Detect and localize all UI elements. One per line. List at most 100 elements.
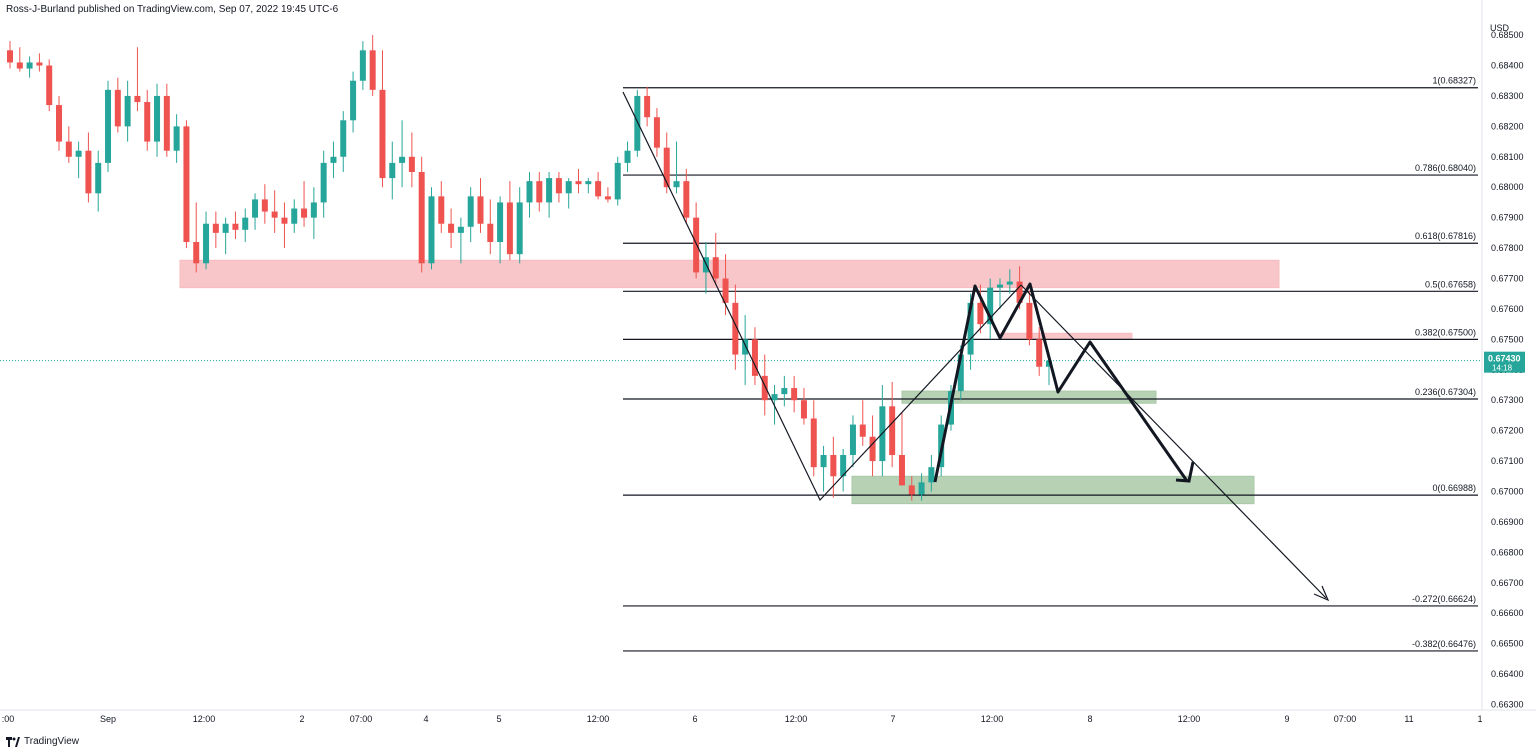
candle-body — [36, 62, 43, 66]
candle-body — [859, 424, 866, 437]
y-tick-label: 0.67600 — [1491, 304, 1524, 314]
candle-body — [399, 156, 406, 163]
currency-label: USD — [1490, 23, 1510, 33]
candle — [849, 415, 856, 468]
projection-arrowhead — [1313, 585, 1330, 602]
x-tick-label: 11 — [1404, 714, 1413, 724]
candle-body — [889, 406, 896, 455]
candle — [399, 120, 406, 188]
candle-body — [418, 172, 425, 264]
fib-levels-layer: 1(0.68327) 0.786(0.68040) 0.618(0.67816) 0.… — [0, 76, 1482, 652]
candle-body — [497, 202, 504, 242]
x-tick-label: 12:00 — [1178, 714, 1201, 724]
candle — [575, 168, 582, 194]
candle — [526, 172, 533, 218]
fib-label: 0.236(0.67304) — [1415, 387, 1476, 397]
candle-body — [359, 50, 366, 81]
candle-body — [830, 454, 837, 477]
candle — [320, 150, 327, 218]
candle — [438, 181, 445, 233]
candle — [330, 141, 337, 179]
x-tick-label: :00 — [2, 714, 15, 724]
candle-body — [849, 424, 856, 455]
x-tick-label: 8 — [1087, 714, 1092, 724]
candle — [908, 476, 915, 501]
candle — [1006, 269, 1013, 294]
candle — [75, 141, 82, 179]
candle — [418, 156, 425, 273]
candle — [144, 89, 151, 151]
candle-body — [75, 150, 82, 157]
y-tick-label: 0.67800 — [1491, 243, 1524, 253]
candle-body — [487, 223, 494, 242]
candle-body — [369, 50, 376, 90]
fib-label: -0.272(0.66624) — [1412, 594, 1476, 604]
candle — [408, 132, 415, 188]
fib-label: 0.382(0.67500) — [1415, 327, 1476, 337]
candle — [350, 71, 357, 133]
candle — [624, 141, 631, 173]
y-tick-label: 0.66900 — [1491, 517, 1524, 527]
x-tick-label: 4 — [423, 714, 428, 724]
candle-body — [16, 62, 23, 69]
candle-body — [320, 162, 327, 203]
candle — [585, 178, 592, 194]
candle — [301, 181, 308, 227]
candle — [173, 114, 180, 163]
candle-body — [957, 354, 964, 392]
candle-body — [791, 388, 798, 401]
candle-body — [1016, 281, 1023, 303]
x-tick-label: 9 — [1284, 714, 1289, 724]
drawings-layer — [622, 91, 1330, 602]
candle — [114, 77, 121, 133]
x-tick-label: 07:00 — [350, 714, 373, 724]
y-tick-label: 0.68100 — [1491, 152, 1524, 162]
candle-body — [1026, 302, 1033, 340]
candle — [56, 95, 63, 151]
candle-body — [693, 217, 700, 273]
y-tick-label: 0.66600 — [1491, 608, 1524, 618]
candle — [516, 187, 523, 264]
candle — [36, 53, 43, 72]
candle — [898, 412, 905, 486]
y-tick-label: 0.67000 — [1491, 487, 1524, 497]
candle — [46, 59, 53, 112]
candle-body — [742, 339, 749, 355]
candle-body — [183, 126, 190, 242]
candle-body — [340, 120, 347, 157]
candle-body — [46, 65, 53, 106]
candle-body — [536, 181, 543, 203]
candle — [428, 187, 435, 270]
footer: TradingView — [6, 736, 79, 747]
forecast-path — [933, 282, 1189, 483]
tradingview-logo-icon — [6, 736, 20, 747]
candle-body — [928, 467, 935, 483]
candle-body — [330, 156, 337, 163]
candle — [65, 126, 72, 163]
candle-body — [242, 217, 249, 230]
candle — [26, 56, 33, 78]
candle-body — [95, 162, 102, 194]
candle-body — [712, 257, 719, 279]
candle — [457, 217, 464, 264]
candle-body — [996, 284, 1003, 288]
candle — [487, 199, 494, 255]
candle-body — [506, 202, 513, 255]
candle — [271, 190, 278, 233]
candle-body — [291, 208, 298, 224]
candle-body — [604, 196, 611, 200]
candle — [536, 172, 543, 212]
candle — [291, 199, 298, 233]
zone-red — [999, 332, 1133, 340]
candle — [693, 202, 700, 279]
candle-body — [908, 485, 915, 495]
candle — [614, 156, 621, 206]
y-tick-label: 0.68000 — [1491, 182, 1524, 192]
candle — [712, 232, 719, 285]
y-tick-label: 0.68400 — [1491, 61, 1524, 71]
candle — [163, 83, 170, 157]
candle-body — [477, 196, 484, 224]
candle — [389, 141, 396, 200]
